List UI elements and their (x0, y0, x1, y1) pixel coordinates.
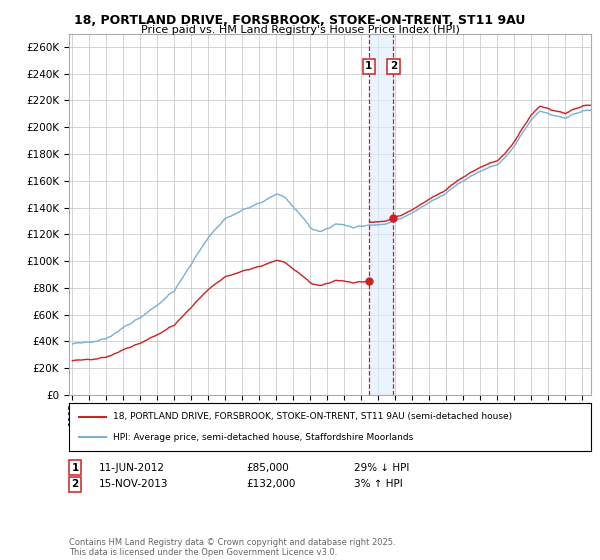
Text: 1: 1 (71, 463, 79, 473)
Text: 18, PORTLAND DRIVE, FORSBROOK, STOKE-ON-TRENT, ST11 9AU (semi-detached house): 18, PORTLAND DRIVE, FORSBROOK, STOKE-ON-… (113, 412, 512, 421)
Text: 18, PORTLAND DRIVE, FORSBROOK, STOKE-ON-TRENT, ST11 9AU: 18, PORTLAND DRIVE, FORSBROOK, STOKE-ON-… (74, 14, 526, 27)
Text: HPI: Average price, semi-detached house, Staffordshire Moorlands: HPI: Average price, semi-detached house,… (113, 433, 413, 442)
Text: Contains HM Land Registry data © Crown copyright and database right 2025.
This d: Contains HM Land Registry data © Crown c… (69, 538, 395, 557)
Text: £85,000: £85,000 (246, 463, 289, 473)
Text: 1: 1 (365, 61, 373, 71)
Text: 2: 2 (71, 479, 79, 489)
Text: Price paid vs. HM Land Registry's House Price Index (HPI): Price paid vs. HM Land Registry's House … (140, 25, 460, 35)
Text: 3% ↑ HPI: 3% ↑ HPI (354, 479, 403, 489)
Bar (369, 34, 394, 395)
Text: 11-JUN-2012: 11-JUN-2012 (99, 463, 165, 473)
Text: 29% ↓ HPI: 29% ↓ HPI (354, 463, 409, 473)
Text: 2: 2 (390, 61, 397, 71)
Text: £132,000: £132,000 (246, 479, 295, 489)
Text: 15-NOV-2013: 15-NOV-2013 (99, 479, 169, 489)
